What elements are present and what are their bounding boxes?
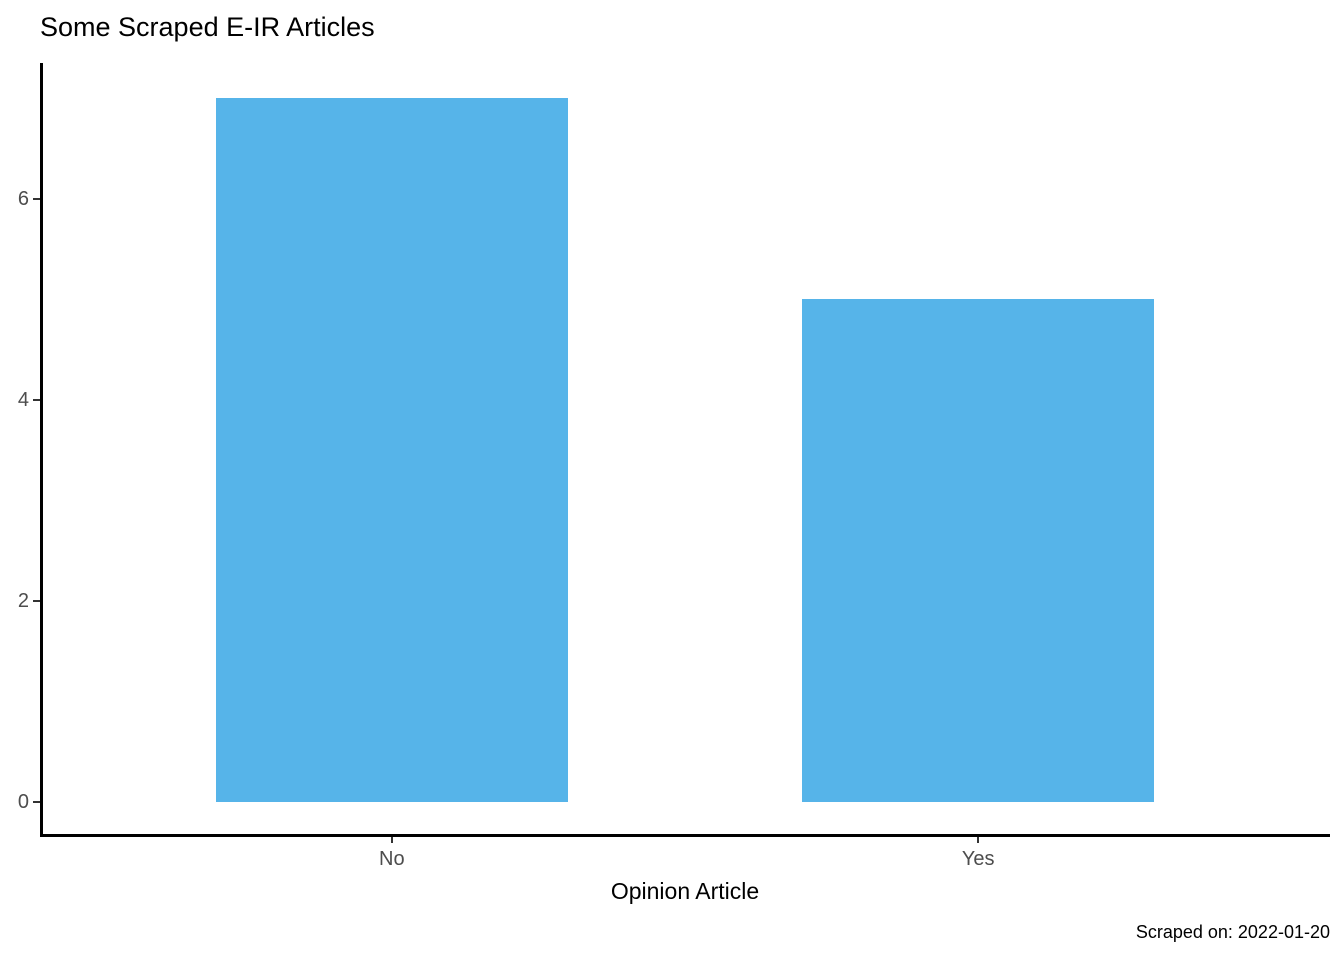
y-tick-mark xyxy=(33,398,40,401)
x-tick-mark xyxy=(390,837,393,843)
x-tick-label: No xyxy=(379,848,405,870)
x-tick-mark xyxy=(977,837,980,843)
y-tick-label: 4 xyxy=(17,388,29,411)
x-axis-title: Opinion Article xyxy=(610,878,760,904)
chart-caption: Scraped on: 2022-01-20 xyxy=(1135,922,1330,942)
y-tick-label: 0 xyxy=(17,790,29,813)
x-tick-label: Yes xyxy=(961,848,995,870)
y-tick-label: 2 xyxy=(17,589,29,612)
bar-yes xyxy=(802,299,1155,802)
chart-title: Some Scraped E-IR Articles xyxy=(40,12,375,42)
y-tick-mark xyxy=(33,599,40,602)
bar-no xyxy=(215,98,568,802)
plot-panel xyxy=(40,63,1330,837)
y-tick-mark xyxy=(33,800,40,803)
y-tick-mark xyxy=(33,197,40,200)
y-tick-label: 6 xyxy=(17,187,29,210)
